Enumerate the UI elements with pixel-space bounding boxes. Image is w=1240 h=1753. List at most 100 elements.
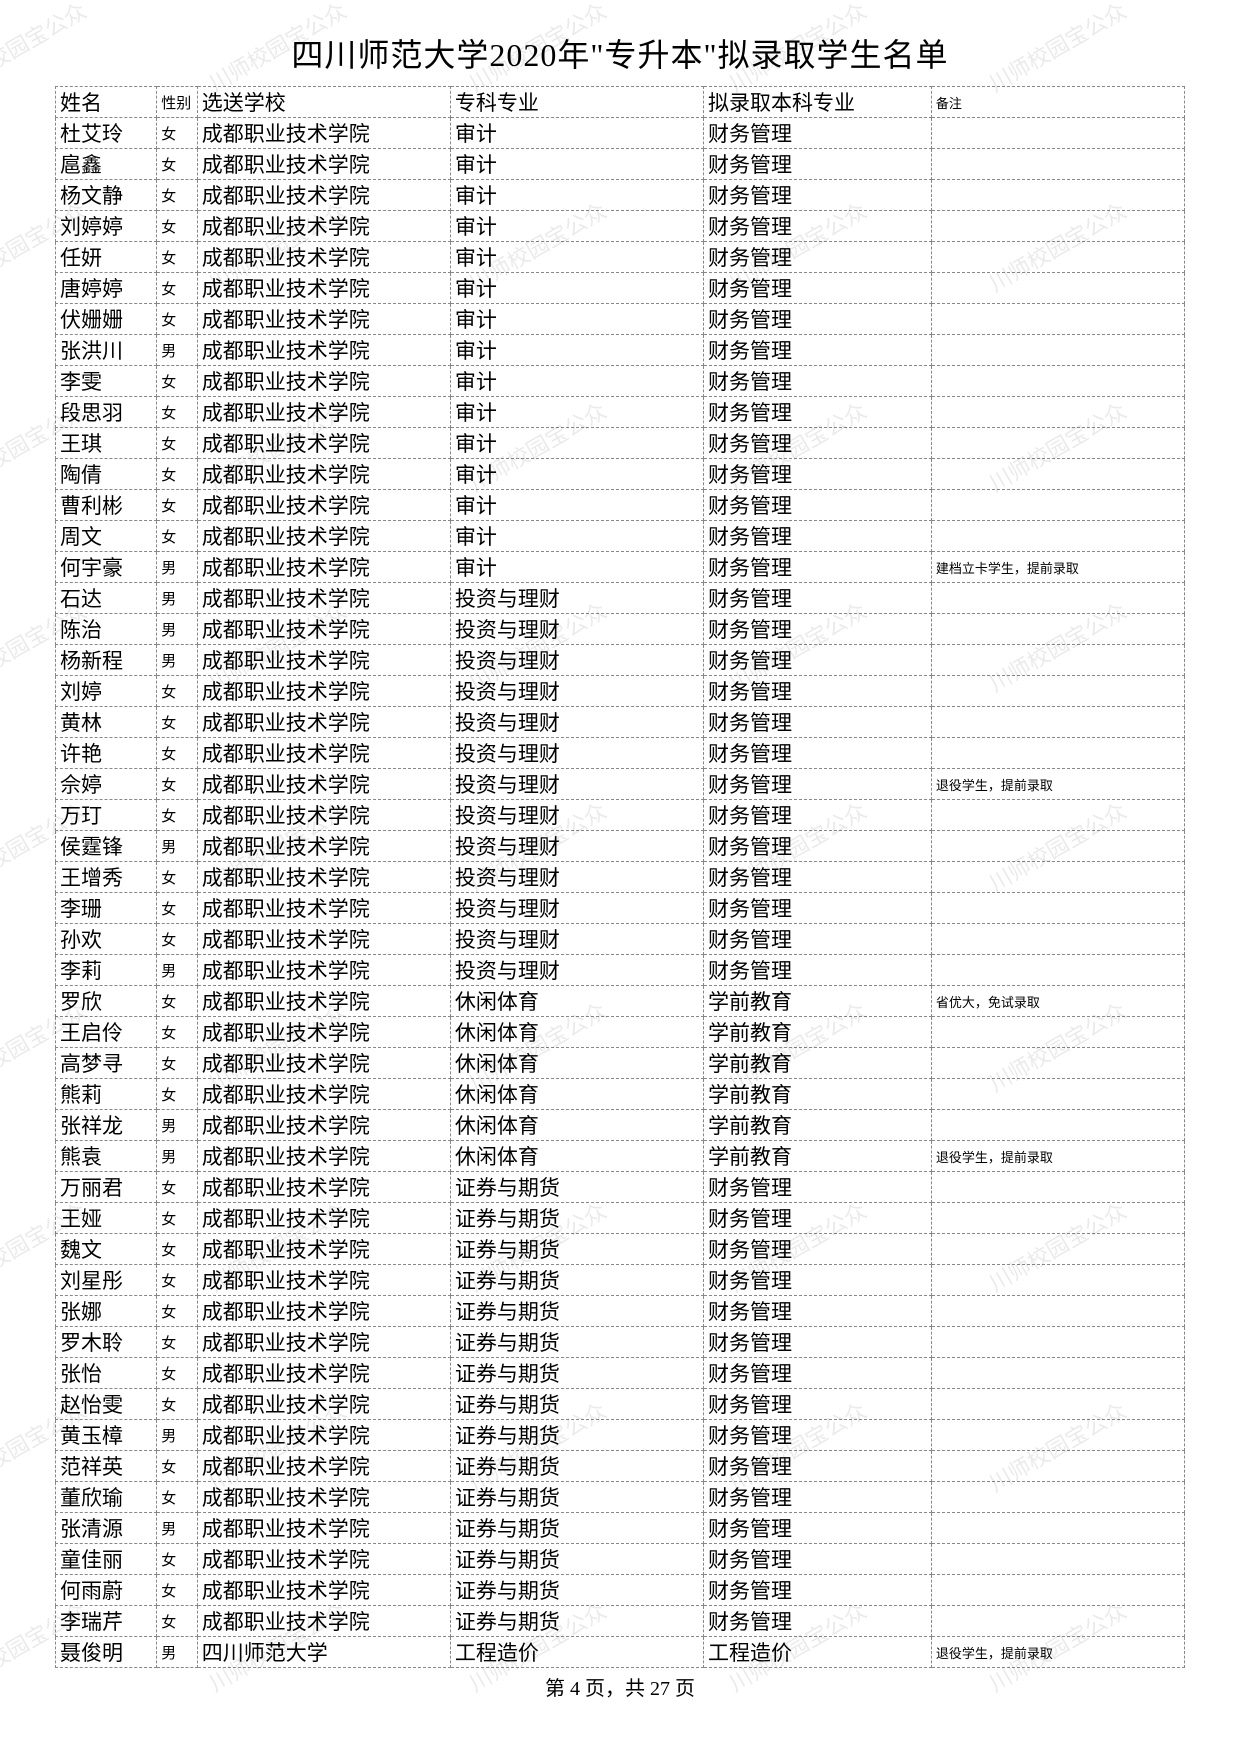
cell-target: 学前教育 <box>704 1017 932 1048</box>
page-container: 川师校园宝公众川师校园宝公众川师校园宝公众川师校园宝公众川师校园宝公众川师校园宝… <box>0 0 1240 1721</box>
col-header-major: 专科专业 <box>450 87 703 118</box>
table-row: 杜艾玲女成都职业技术学院审计财务管理 <box>56 118 1185 149</box>
cell-target: 财务管理 <box>704 1544 932 1575</box>
cell-remark <box>931 1296 1184 1327</box>
cell-target: 财务管理 <box>704 273 932 304</box>
cell-major: 投资与理财 <box>450 893 703 924</box>
cell-target: 财务管理 <box>704 800 932 831</box>
cell-target: 学前教育 <box>704 1048 932 1079</box>
cell-name: 赵怡雯 <box>56 1389 157 1420</box>
cell-name: 黄玉樟 <box>56 1420 157 1451</box>
table-row: 李莉男成都职业技术学院投资与理财财务管理 <box>56 955 1185 986</box>
table-row: 王启伶女成都职业技术学院休闲体育学前教育 <box>56 1017 1185 1048</box>
cell-name: 佘婷 <box>56 769 157 800</box>
cell-gender: 女 <box>157 459 198 490</box>
cell-gender: 女 <box>157 211 198 242</box>
cell-remark <box>931 1234 1184 1265</box>
cell-name: 曹利彬 <box>56 490 157 521</box>
table-row: 李珊女成都职业技术学院投资与理财财务管理 <box>56 893 1185 924</box>
table-body: 杜艾玲女成都职业技术学院审计财务管理扈鑫女成都职业技术学院审计财务管理杨文静女成… <box>56 118 1185 1668</box>
cell-major: 审计 <box>450 211 703 242</box>
table-row: 陶倩女成都职业技术学院审计财务管理 <box>56 459 1185 490</box>
cell-remark <box>931 1451 1184 1482</box>
cell-remark <box>931 1389 1184 1420</box>
cell-school: 成都职业技术学院 <box>197 738 450 769</box>
cell-school: 成都职业技术学院 <box>197 986 450 1017</box>
table-row: 张祥龙男成都职业技术学院休闲体育学前教育 <box>56 1110 1185 1141</box>
cell-major: 审计 <box>450 521 703 552</box>
cell-school: 成都职业技术学院 <box>197 955 450 986</box>
table-row: 杨新程男成都职业技术学院投资与理财财务管理 <box>56 645 1185 676</box>
cell-name: 童佳丽 <box>56 1544 157 1575</box>
cell-school: 成都职业技术学院 <box>197 211 450 242</box>
cell-target: 财务管理 <box>704 1296 932 1327</box>
cell-name: 万玎 <box>56 800 157 831</box>
cell-gender: 女 <box>157 242 198 273</box>
table-row: 聂俊明男四川师范大学工程造价工程造价退役学生，提前录取 <box>56 1637 1185 1668</box>
cell-gender: 女 <box>157 1203 198 1234</box>
cell-target: 财务管理 <box>704 428 932 459</box>
cell-name: 熊袁 <box>56 1141 157 1172</box>
cell-gender: 女 <box>157 428 198 459</box>
cell-target: 财务管理 <box>704 1513 932 1544</box>
cell-target: 财务管理 <box>704 1172 932 1203</box>
cell-school: 成都职业技术学院 <box>197 1110 450 1141</box>
table-row: 李雯女成都职业技术学院审计财务管理 <box>56 366 1185 397</box>
cell-gender: 男 <box>157 1141 198 1172</box>
cell-target: 财务管理 <box>704 1358 932 1389</box>
cell-name: 刘婷婷 <box>56 211 157 242</box>
cell-major: 休闲体育 <box>450 1048 703 1079</box>
cell-remark <box>931 118 1184 149</box>
cell-name: 高梦寻 <box>56 1048 157 1079</box>
table-row: 王增秀女成都职业技术学院投资与理财财务管理 <box>56 862 1185 893</box>
cell-school: 成都职业技术学院 <box>197 242 450 273</box>
cell-target: 财务管理 <box>704 614 932 645</box>
cell-school: 成都职业技术学院 <box>197 397 450 428</box>
cell-gender: 女 <box>157 118 198 149</box>
cell-gender: 男 <box>157 955 198 986</box>
table-row: 孙欢女成都职业技术学院投资与理财财务管理 <box>56 924 1185 955</box>
cell-remark <box>931 304 1184 335</box>
cell-remark <box>931 366 1184 397</box>
cell-school: 成都职业技术学院 <box>197 1203 450 1234</box>
cell-major: 审计 <box>450 397 703 428</box>
cell-name: 王增秀 <box>56 862 157 893</box>
cell-major: 投资与理财 <box>450 707 703 738</box>
cell-remark <box>931 273 1184 304</box>
cell-school: 成都职业技术学院 <box>197 1234 450 1265</box>
page-footer: 第 4 页，共 27 页 <box>55 1672 1185 1701</box>
table-row: 范祥英女成都职业技术学院证券与期货财务管理 <box>56 1451 1185 1482</box>
cell-target: 财务管理 <box>704 1420 932 1451</box>
table-row: 侯霆锋男成都职业技术学院投资与理财财务管理 <box>56 831 1185 862</box>
cell-major: 证券与期货 <box>450 1265 703 1296</box>
cell-target: 财务管理 <box>704 552 932 583</box>
cell-remark <box>931 1575 1184 1606</box>
table-row: 罗木聆女成都职业技术学院证券与期货财务管理 <box>56 1327 1185 1358</box>
cell-school: 成都职业技术学院 <box>197 862 450 893</box>
cell-gender: 女 <box>157 1606 198 1637</box>
cell-remark: 建档立卡学生，提前录取 <box>931 552 1184 583</box>
cell-name: 张清源 <box>56 1513 157 1544</box>
cell-major: 投资与理财 <box>450 955 703 986</box>
cell-school: 成都职业技术学院 <box>197 1513 450 1544</box>
cell-name: 刘婷 <box>56 676 157 707</box>
cell-school: 成都职业技术学院 <box>197 118 450 149</box>
cell-school: 成都职业技术学院 <box>197 521 450 552</box>
cell-remark <box>931 707 1184 738</box>
cell-major: 审计 <box>450 490 703 521</box>
table-row: 熊莉女成都职业技术学院休闲体育学前教育 <box>56 1079 1185 1110</box>
cell-target: 学前教育 <box>704 1079 932 1110</box>
cell-school: 成都职业技术学院 <box>197 1606 450 1637</box>
cell-major: 休闲体育 <box>450 986 703 1017</box>
cell-major: 休闲体育 <box>450 1079 703 1110</box>
cell-target: 财务管理 <box>704 707 932 738</box>
cell-gender: 女 <box>157 986 198 1017</box>
cell-major: 工程造价 <box>450 1637 703 1668</box>
table-row: 刘星彤女成都职业技术学院证券与期货财务管理 <box>56 1265 1185 1296</box>
cell-gender: 女 <box>157 1544 198 1575</box>
cell-school: 成都职业技术学院 <box>197 459 450 490</box>
cell-target: 财务管理 <box>704 211 932 242</box>
cell-gender: 女 <box>157 769 198 800</box>
cell-remark <box>931 1482 1184 1513</box>
cell-remark <box>931 1358 1184 1389</box>
